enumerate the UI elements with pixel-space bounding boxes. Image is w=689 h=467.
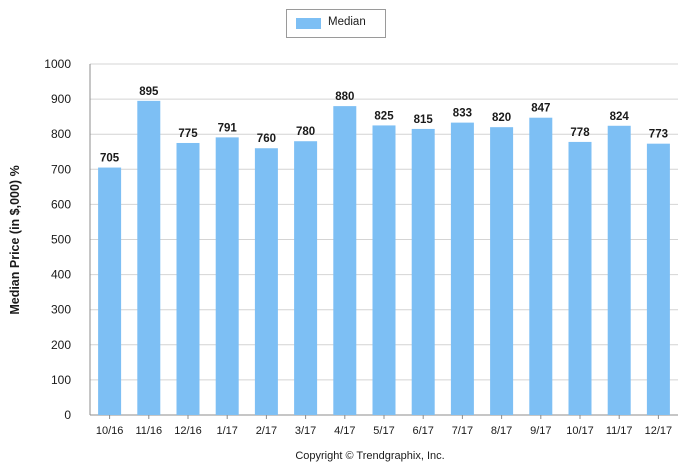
y-axis-ticks: 0 100 200 300 400 500 600 700 800 900 1000 xyxy=(44,57,71,422)
data-label-1/17: 791 xyxy=(218,122,238,134)
x-tick-label-11/17: 11/17 xyxy=(606,425,633,437)
bar-11/17 xyxy=(607,125,631,415)
legend-label-median: Median xyxy=(328,16,366,28)
bar-10/17 xyxy=(568,141,592,415)
y-tick-label-500: 500 xyxy=(51,233,71,247)
y-tick-label-400: 400 xyxy=(51,268,71,282)
data-label-10/17: 778 xyxy=(570,127,590,139)
x-tick-label-5/17: 5/17 xyxy=(373,425,394,437)
data-label-6/17: 815 xyxy=(414,114,434,126)
bars xyxy=(98,100,670,416)
bar-2/17 xyxy=(254,148,278,416)
y-tick-label-600: 600 xyxy=(51,197,71,211)
bar-8/17 xyxy=(490,127,514,416)
legend: Median xyxy=(286,9,386,38)
data-label-7/17: 833 xyxy=(453,108,472,120)
x-tick-label-2/17: 2/17 xyxy=(256,425,277,437)
y-tick-label-1000: 1000 xyxy=(44,57,71,71)
x-tick-label-12/17: 12/17 xyxy=(645,425,673,437)
y-tick-label-100: 100 xyxy=(51,373,71,387)
y-tick-label-700: 700 xyxy=(51,162,71,176)
x-tick-label-7/17: 7/17 xyxy=(452,425,473,437)
y-tick-label-300: 300 xyxy=(51,303,71,317)
x-tick-label-10/17: 10/17 xyxy=(566,425,594,437)
data-label-3/17: 780 xyxy=(296,126,315,138)
x-tick-label-12/16: 12/16 xyxy=(174,425,202,437)
bar-9/17 xyxy=(529,117,553,415)
x-tick-label-11/16: 11/16 xyxy=(135,425,162,437)
bar-3/17 xyxy=(294,141,318,415)
data-label-12/16: 775 xyxy=(178,128,198,140)
data-label-10/16: 705 xyxy=(100,153,120,165)
data-label-9/17: 847 xyxy=(531,103,550,115)
y-axis-label: Median Price (in $,000) % xyxy=(8,165,22,314)
y-tick-label-200: 200 xyxy=(51,338,71,352)
copyright-text: Copyright © Trendgraphix, Inc. xyxy=(295,450,444,462)
x-tick-label-10/16: 10/16 xyxy=(96,425,124,437)
bar-12/16 xyxy=(176,142,200,415)
data-label-4/17: 880 xyxy=(335,91,354,103)
bar-11/16 xyxy=(137,100,161,415)
y-tick-label-800: 800 xyxy=(51,127,71,141)
y-tick-label-0: 0 xyxy=(64,408,71,422)
data-label-11/17: 824 xyxy=(610,111,630,123)
bar-7/17 xyxy=(450,122,474,415)
x-tick-label-8/17: 8/17 xyxy=(491,425,512,437)
bar-6/17 xyxy=(411,128,435,415)
x-axis-ticks: 10/16 11/16 12/16 1/17 2/17 3/17 4/17 5/17 6/17 7… xyxy=(96,415,672,437)
data-label-2/17: 760 xyxy=(257,133,276,145)
x-tick-label-1/17: 1/17 xyxy=(216,425,237,437)
data-label-8/17: 820 xyxy=(492,112,511,124)
data-label-5/17: 825 xyxy=(374,110,394,122)
y-tick-label-900: 900 xyxy=(51,92,71,106)
legend-swatch-median xyxy=(296,18,321,29)
data-label-11/16: 895 xyxy=(139,86,159,98)
x-tick-label-3/17: 3/17 xyxy=(295,425,316,437)
x-tick-label-6/17: 6/17 xyxy=(412,425,433,437)
bar-12/17 xyxy=(646,143,670,415)
bar-4/17 xyxy=(333,106,357,416)
bar-1/17 xyxy=(215,137,239,415)
bar-5/17 xyxy=(372,125,396,416)
x-tick-label-9/17: 9/17 xyxy=(530,425,551,437)
bar-10/16 xyxy=(98,167,122,415)
x-tick-label-4/17: 4/17 xyxy=(334,425,355,437)
data-labels: 705 895 775 791 760 780 880 825 815 833 820 847 778 8… xyxy=(100,86,668,165)
data-label-12/17: 773 xyxy=(649,129,668,141)
